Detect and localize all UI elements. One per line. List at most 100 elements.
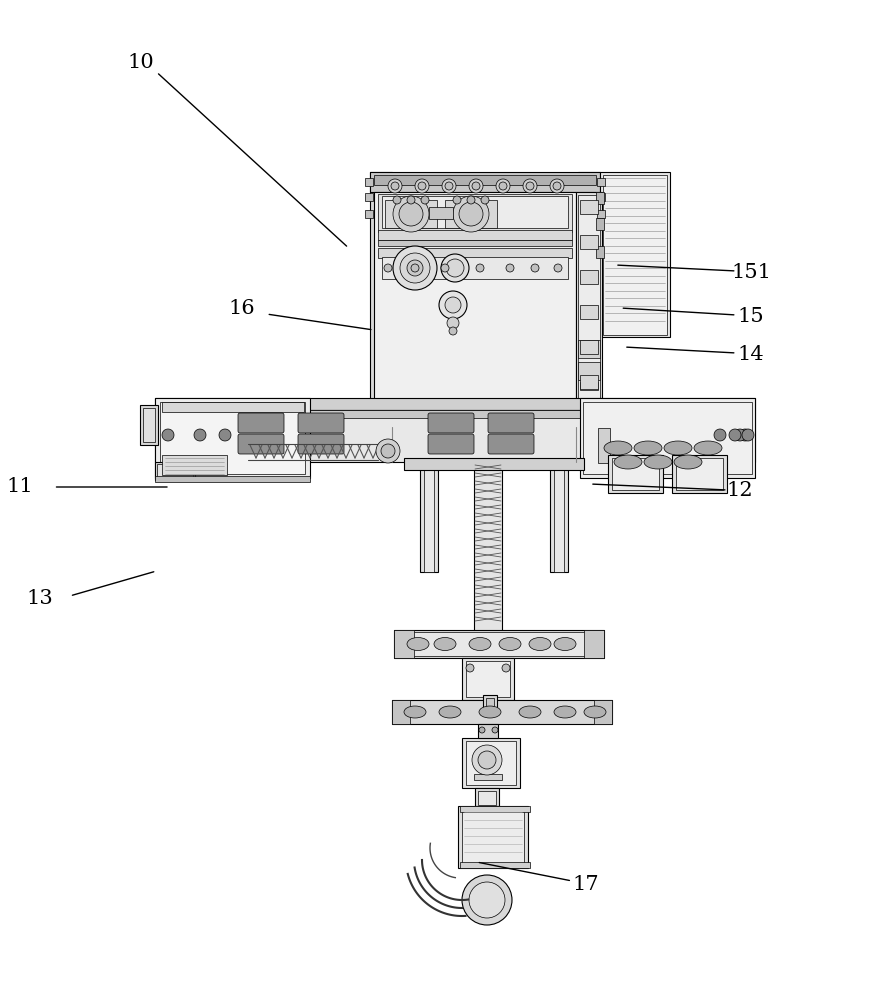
Ellipse shape: [407, 638, 429, 650]
Bar: [458, 806, 528, 868]
Bar: [378, 248, 572, 258]
FancyBboxPatch shape: [428, 434, 474, 454]
Bar: [460, 806, 530, 812]
Bar: [466, 661, 510, 697]
Bar: [580, 305, 598, 319]
Circle shape: [742, 429, 754, 441]
Bar: [478, 791, 496, 805]
Circle shape: [449, 327, 457, 335]
Bar: [486, 698, 494, 706]
Bar: [374, 192, 576, 427]
Bar: [140, 405, 158, 445]
Bar: [594, 700, 612, 724]
Bar: [608, 455, 663, 493]
Ellipse shape: [604, 441, 632, 455]
Bar: [550, 462, 568, 572]
Circle shape: [439, 291, 467, 319]
Bar: [370, 172, 392, 427]
Bar: [462, 809, 524, 865]
Bar: [155, 462, 195, 480]
Bar: [404, 458, 584, 470]
Text: 10: 10: [128, 52, 155, 72]
Text: 11: 11: [6, 478, 33, 496]
Bar: [578, 362, 600, 380]
Circle shape: [469, 882, 505, 918]
Bar: [578, 340, 600, 358]
Circle shape: [531, 264, 539, 272]
Ellipse shape: [584, 706, 606, 718]
Bar: [580, 235, 598, 249]
Ellipse shape: [614, 455, 642, 469]
Bar: [460, 862, 530, 868]
Bar: [462, 738, 520, 788]
Bar: [370, 172, 600, 192]
Bar: [672, 455, 727, 493]
FancyBboxPatch shape: [298, 413, 344, 433]
Bar: [580, 200, 598, 214]
Bar: [580, 270, 598, 284]
FancyBboxPatch shape: [238, 434, 284, 454]
Circle shape: [415, 179, 429, 193]
Circle shape: [393, 196, 401, 204]
Bar: [157, 464, 193, 478]
Ellipse shape: [694, 441, 722, 455]
Bar: [162, 402, 304, 412]
Bar: [490, 415, 532, 431]
Bar: [240, 415, 282, 431]
Bar: [596, 192, 604, 204]
Circle shape: [441, 254, 469, 282]
Circle shape: [445, 182, 453, 190]
Bar: [378, 194, 572, 232]
Bar: [580, 375, 598, 389]
Circle shape: [462, 875, 512, 925]
FancyBboxPatch shape: [238, 413, 284, 433]
Bar: [578, 195, 600, 423]
Bar: [596, 246, 604, 258]
Bar: [385, 200, 437, 228]
Bar: [554, 462, 564, 572]
Bar: [365, 210, 373, 218]
Circle shape: [442, 179, 456, 193]
Bar: [478, 724, 498, 738]
Text: 151: 151: [731, 262, 771, 282]
Bar: [430, 415, 472, 431]
Ellipse shape: [554, 638, 576, 650]
Bar: [429, 207, 453, 219]
Bar: [398, 632, 600, 656]
Text: 14: 14: [738, 346, 764, 364]
Circle shape: [391, 182, 399, 190]
Text: 12: 12: [727, 481, 754, 499]
Text: 13: 13: [27, 588, 54, 607]
Bar: [597, 210, 605, 218]
Circle shape: [554, 264, 562, 272]
Circle shape: [714, 429, 726, 441]
Circle shape: [418, 182, 426, 190]
Bar: [143, 408, 155, 442]
Circle shape: [388, 179, 402, 193]
Bar: [382, 257, 568, 279]
Circle shape: [407, 196, 415, 204]
Bar: [300, 415, 342, 431]
Circle shape: [459, 202, 483, 226]
Bar: [445, 200, 497, 228]
Circle shape: [194, 429, 206, 441]
Bar: [600, 172, 670, 337]
Circle shape: [421, 196, 429, 204]
Bar: [155, 410, 755, 418]
Bar: [475, 788, 499, 806]
Bar: [155, 398, 755, 410]
Ellipse shape: [634, 441, 662, 455]
Circle shape: [466, 664, 474, 672]
Circle shape: [384, 264, 392, 272]
Text: 17: 17: [572, 874, 599, 894]
Circle shape: [445, 297, 461, 313]
Bar: [365, 178, 373, 186]
Circle shape: [739, 429, 751, 441]
Circle shape: [447, 317, 459, 329]
Circle shape: [734, 429, 746, 441]
Circle shape: [506, 264, 514, 272]
Circle shape: [479, 727, 485, 733]
Bar: [155, 410, 755, 462]
Bar: [394, 630, 414, 658]
Ellipse shape: [674, 455, 702, 469]
